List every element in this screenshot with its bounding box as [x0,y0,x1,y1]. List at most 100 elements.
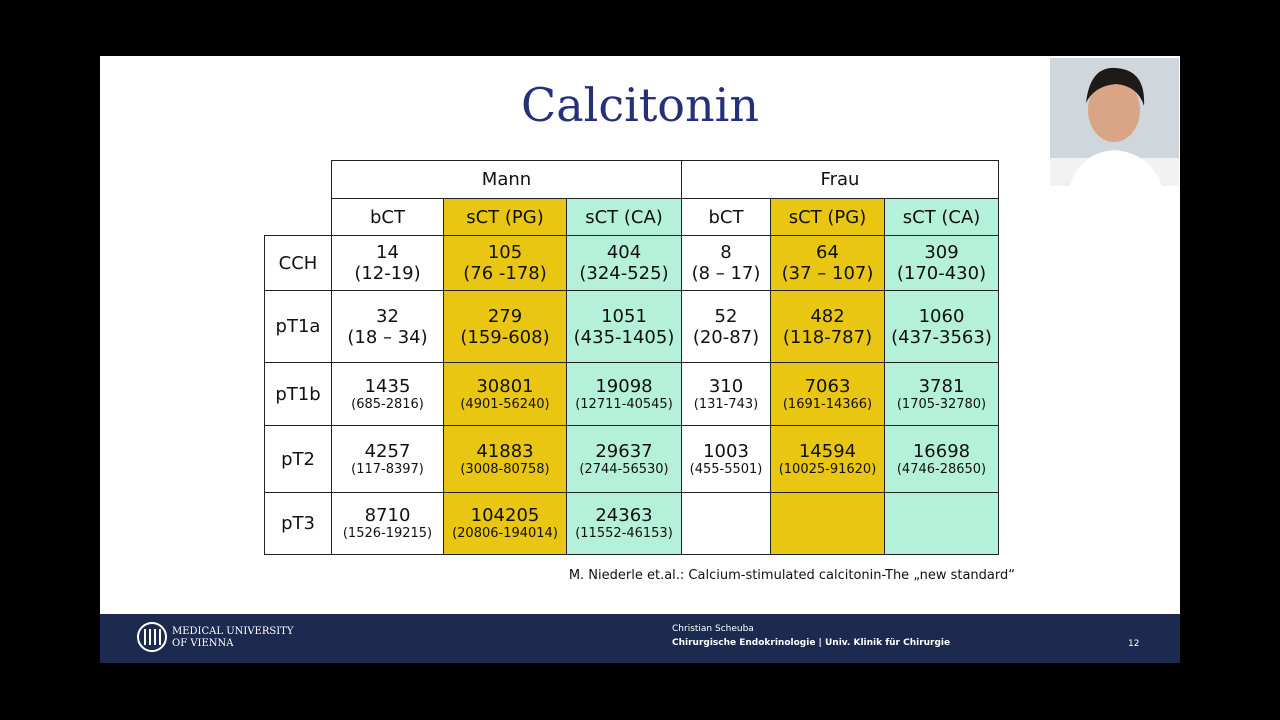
cell-value: 52 [714,305,738,327]
cell-range: (131-743) [693,396,759,412]
data-cell: 8710 (1526-19215) [331,492,444,555]
data-row: pT1b 1435 (685-2816) 30801 (4901-56240) 19098… [264,362,999,426]
row-label: pT3 [264,492,332,555]
cell-range: (1705-32780) [896,396,987,412]
group-row: Mann Frau [265,160,999,199]
data-cell: 30801 (4901-56240) [443,362,567,426]
speaker-photo [1050,58,1179,186]
cell-value: 24363 [595,505,653,526]
corner-cell [265,161,332,199]
data-row: pT2 4257 (117-8397) 41883 (3008-80758) 29637(… [264,425,999,493]
row-label: CCH [264,235,332,291]
cell-range: (12-19) [354,263,421,284]
data-cell: 309 (170-430) [884,235,999,291]
cell-range: (12711-40545) [575,396,673,412]
row-label: pT1b [264,362,332,426]
cell-value: 3781 [918,375,965,397]
cell-value: 8 [720,242,732,263]
cell-range: (435-1405) [573,326,675,348]
author: Christian Scheuba [672,624,754,634]
data-cell: 310 (131-743) [681,362,771,426]
cell-range: (1691-14366) [782,396,873,412]
cell-range: (20-87) [692,326,760,348]
column-header: sCT (CA) [566,198,682,236]
corner-cell [264,198,332,236]
cell-range: (170-430) [896,263,987,284]
cell-value: 16698 [912,440,971,462]
cell-value: 404 [606,242,642,263]
cell-range: (324-525) [579,263,669,284]
department: Chirurgische Endokrinologie | Univ. Klin… [672,638,951,648]
logo-text: MEDICAL UNIVERSITY [172,626,294,637]
logo-icon [137,622,167,652]
cell-range: (18 – 34) [347,326,428,348]
cell-range: (685-2816) [351,396,424,412]
cell-range: (2744-56530) [579,461,669,477]
footer-bar: MEDICAL UNIVERSITY OF VIENNA Christian S… [100,614,1180,663]
cell-value: 104205 [470,505,540,526]
data-cell: 19098 (12711-40545) [566,362,682,426]
cell-range: (37 – 107) [781,263,874,284]
data-cell: 64 (37 – 107) [770,235,885,291]
row-label: pT1a [264,290,332,363]
data-cell: 52 (20-87) [681,290,771,363]
cell-value: 1003 [703,440,749,462]
data-cell: 32 (18 – 34) [331,290,444,363]
group-header: Frau [681,160,999,199]
cell-range: (118-787) [782,326,873,348]
data-cell: 104205 (20806-194014) [443,492,567,555]
cell-value: 41883 [476,440,534,462]
row-label: pT2 [264,425,332,493]
photo-art [1050,67,1179,186]
cell-range: (20806-194014) [452,526,558,541]
data-cell: 7063 (1691-14366) [770,362,885,426]
cell-value: 32 [376,305,399,327]
cell-value: 309 [924,242,959,263]
slide-title: Calcitonin [521,78,759,132]
data-cell: 1003 (455-5501) [681,425,771,493]
cell-range: (10025-91620) [778,461,877,477]
column-header: sCT (PG) [770,198,885,236]
slide: Calcitonin Mann Frau bCT sCT (PG) sCT (CA) bC… [100,56,1180,663]
cell-value: 4257 [364,440,411,462]
data-row: pT3 8710 (1526-19215) 104205 (20806-194014) 2… [264,492,999,555]
data-cell [681,492,771,555]
cell-value: 1435 [364,375,411,397]
cell-range: (437-3563) [891,326,992,348]
cell-value: 310 [708,375,744,397]
data-cell: 1051 (435-1405) [566,290,682,363]
column-header: sCT (CA) [884,198,999,236]
cell-value: 279 [487,305,523,327]
cell-value: 30801 [476,375,534,397]
cell-range: (76 -178) [463,263,547,284]
data-cell: 1060 (437-3563) [884,290,999,363]
data-cell: 404 (324-525) [566,235,682,291]
cell-value: 19098 [595,375,653,397]
data-cell: 8 (8 – 17) [681,235,771,291]
data-cell [770,492,885,555]
data-cell: 482 (118-787) [770,290,885,363]
data-cell: 29637 (2744-56530) [566,425,682,493]
cell-value: 14594 [798,440,857,462]
page-number: 12 [1128,639,1140,649]
citation: M. Niederle et.al.: Calcium-stimulated c… [568,568,1015,583]
cell-value: 64 [816,242,839,263]
cell-range: (159-608) [460,326,550,348]
cell-range: (4901-56240) [460,396,550,412]
data-cell: 279 (159-608) [443,290,567,363]
cell-value: 8710 [364,505,411,526]
data-cell: 14594 (10025-91620) [770,425,885,493]
data-cell: 105 (76 -178) [443,235,567,291]
data-cell: 14 (12-19) [331,235,444,291]
column-header: bCT [681,198,771,236]
cell-range: (8 – 17) [691,263,761,284]
data-cell: 24363 (11552-46153) [566,492,682,555]
data-row: CCH 14 (12-19) 105 (76 -178) 404 (324-525) 8 (8 … [264,235,999,291]
cell-range: (455-5501) [689,461,763,477]
cell-range: (1526-19215) [342,526,433,541]
logo-text: OF VIENNA [172,638,234,649]
column-row: bCT sCT (PG) sCT (CA) bCT sCT (PG) sCT (CA) [264,198,999,236]
data-table: Mann Frau bCT sCT (PG) sCT (CA) bCT sCT (PG) sC… [264,160,999,555]
cell-value: 14 [376,242,399,263]
